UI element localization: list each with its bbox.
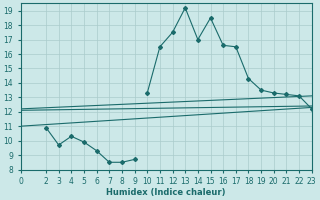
X-axis label: Humidex (Indice chaleur): Humidex (Indice chaleur) [107,188,226,197]
